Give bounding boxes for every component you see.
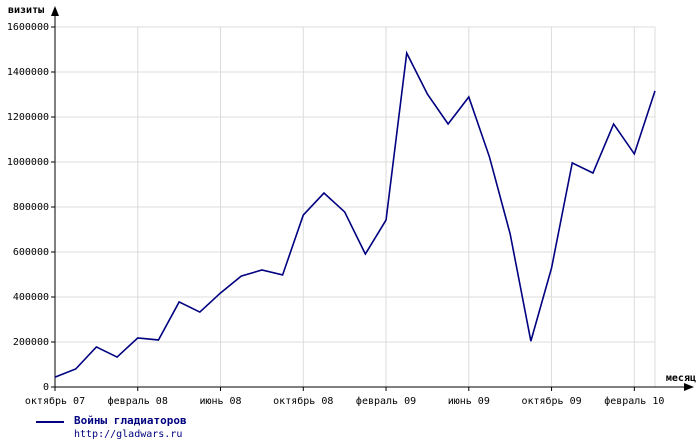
legend-note: http://gladwars.ru [74, 429, 182, 440]
y-tick-label: 800000 [13, 202, 49, 213]
y-tick-label: 1400000 [7, 67, 49, 78]
x-tick-label: февраль 09 [356, 395, 416, 407]
y-axis-label: визиты [8, 5, 44, 16]
x-tick-label: июнь 08 [199, 396, 241, 407]
y-tick-label: 1000000 [7, 157, 49, 168]
y-axis-arrow [51, 6, 59, 16]
y-tick-label: 1600000 [7, 22, 49, 33]
y-tick-label: 600000 [13, 247, 49, 258]
series-line [54, 50, 656, 378]
y-tick-label: 0 [43, 382, 49, 393]
x-tick-label: июнь 09 [448, 396, 490, 407]
y-tick-label: 1200000 [7, 112, 49, 123]
legend-label: Войны гладиаторов [74, 414, 187, 427]
x-tick-label: октябрь 09 [521, 395, 581, 407]
x-tick-label: февраль 08 [108, 395, 168, 407]
x-tick-label: октябрь 08 [273, 395, 333, 407]
x-axis-arrow [684, 383, 694, 391]
y-tick-label: 200000 [13, 337, 49, 348]
x-tick-label: октябрь 07 [25, 395, 85, 407]
y-tick-label: 400000 [13, 292, 49, 303]
x-axis-label: месяц [666, 373, 696, 384]
x-tick-label: февраль 10 [604, 395, 664, 407]
